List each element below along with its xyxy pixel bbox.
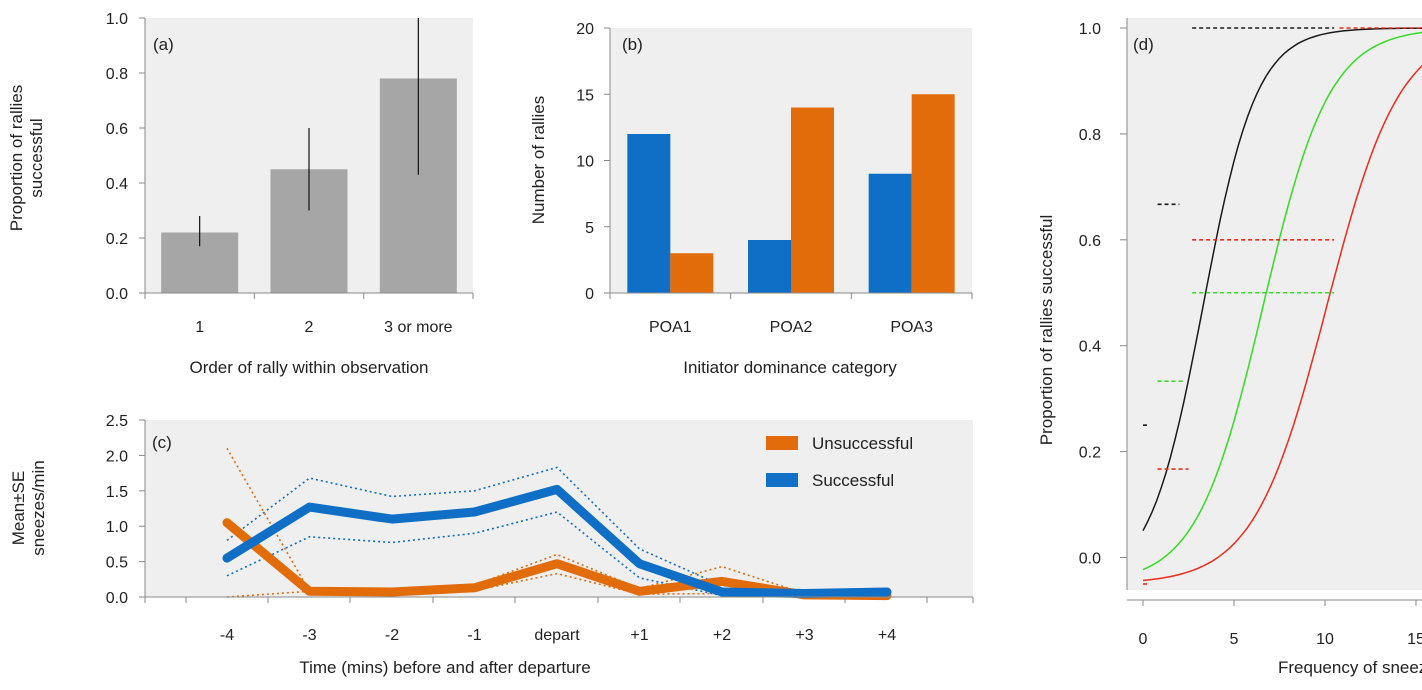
series-0-upper-se [226,447,888,596]
bar-b-1-s0 [748,240,791,293]
panel-c-legend: Unsuccessful Successful [766,434,913,490]
legend-label-successful: Successful [812,471,894,490]
panel-c: 0.0 0.5 1.0 1.5 2.0 2.5 -4 -3 -2 -1 depart +1 +2 +3 +… [9,413,974,677]
panel-d-y-axis-label: Proportion of rallies successful [1037,215,1056,446]
panel-a-x-axis-label: Order of rally within observation [189,358,428,377]
x-tick-a-1: 2 [305,319,314,336]
panel-b: 0 5 10 15 20 POA1 POA2 POA3 (b) Initiator domi… [529,21,973,377]
legend-swatch-successful [766,473,798,487]
panel-c-y-axis-label-line1: Mean±SE [9,471,28,546]
y-tick-a-4: 0.8 [106,66,128,83]
x-tick-c-0: -4 [220,627,234,644]
x-tick-c-5: +1 [630,627,648,644]
panel-b-x-axis-label: Initiator dominance category [683,358,897,377]
bar-b-0-s0 [627,134,671,293]
panel-c-x-axis-label: Time (mins) before and after departure [299,658,590,677]
bar-b-1-s1 [791,107,834,293]
x-tick-a-2: 3 or more [384,319,453,336]
y-tick-a-2: 0.4 [106,176,128,193]
y-tick-c-5: 2.5 [106,413,128,430]
panel-c-y-axis-label-line2: sneezes/min [29,460,48,555]
x-tick-d-2: 10 [1316,631,1334,648]
y-tick-b-3: 15 [576,87,594,104]
panel-c-label: (c) [152,433,172,452]
x-tick-c-4: depart [534,627,580,644]
y-tick-d-4: 0.8 [1079,127,1101,144]
x-tick-b-1: POA2 [770,319,813,336]
x-tick-b-2: POA3 [890,319,933,336]
x-tick-a-0: 1 [195,319,204,336]
y-tick-a-3: 0.6 [106,121,128,138]
legend-label-unsuccessful: Unsuccessful [812,434,913,453]
y-tick-d-2: 0.4 [1079,339,1101,356]
panel-b-y-axis-label: Number of rallies [529,96,548,225]
panel-d-plot-area [1127,18,1422,590]
fitted-curve-2 [1142,64,1422,582]
panel-d: 0.0 0.2 0.4 0.6 0.8 1.0 0 5 10 15 (d) Frequency … [1037,18,1422,677]
panel-d-label: (d) [1133,35,1154,54]
y-tick-b-0: 0 [585,286,594,303]
y-tick-b-4: 20 [576,21,594,38]
y-tick-a-0: 0.0 [106,286,128,303]
x-tick-c-1: -3 [302,627,316,644]
x-tick-c-7: +3 [795,627,813,644]
panel-a: 0.0 0.2 0.4 0.6 0.8 1.0 1 2 3 or more (a) Order… [7,11,474,377]
bar-b-0-s1 [670,253,714,293]
bar-b-2-s1 [911,94,955,293]
y-tick-c-3: 1.5 [106,484,128,501]
series-1-upper-se [226,466,888,593]
panel-b-label: (b) [622,35,643,54]
x-tick-d-1: 5 [1230,631,1239,648]
y-tick-c-2: 1.0 [106,519,128,536]
panel-d-x-axis-label: Frequency of sneezes [1278,658,1422,677]
panel-a-label: (a) [153,35,174,54]
y-tick-b-1: 5 [585,220,594,237]
x-tick-c-6: +2 [713,627,731,644]
y-tick-c-4: 2.0 [106,448,128,465]
panel-a-y-axis-label-line1: Proportion of rallies [7,85,26,231]
y-tick-a-5: 1.0 [106,11,128,28]
y-tick-c-1: 0.5 [106,555,128,572]
x-tick-c-2: -2 [385,627,399,644]
fitted-curve-0 [1142,27,1422,532]
panel-a-y-axis-label-line2: successful [27,118,46,197]
y-tick-d-1: 0.2 [1079,445,1101,462]
y-tick-a-1: 0.2 [106,231,128,248]
legend-swatch-unsuccessful [766,436,798,450]
y-tick-c-0: 0.0 [106,590,128,607]
x-tick-d-3: 15 [1407,631,1422,648]
x-tick-d-0: 0 [1139,631,1148,648]
bar-b-2-s0 [868,173,912,293]
y-tick-d-3: 0.6 [1079,233,1101,250]
x-tick-c-3: -1 [467,627,481,644]
fitted-curve-1 [1142,31,1422,571]
x-tick-c-8: +4 [878,627,896,644]
y-tick-b-2: 10 [576,154,594,171]
y-tick-d-0: 0.0 [1079,551,1101,568]
series-1-mean-line [222,484,892,598]
x-tick-b-0: POA1 [649,319,692,336]
y-tick-d-5: 1.0 [1079,21,1101,38]
